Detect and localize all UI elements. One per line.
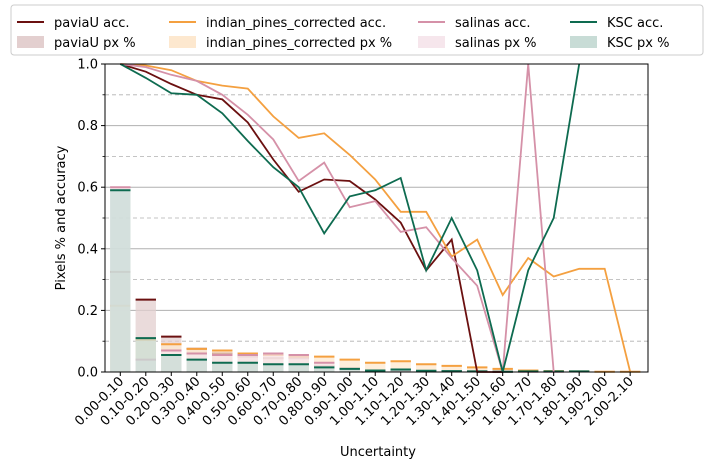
legend: paviaU acc. paviaU px % indian_pines_corre…	[10, 4, 704, 56]
bar-indian_pines_corrected-11	[390, 361, 411, 372]
bar-KSC-6	[263, 364, 284, 372]
legend-label-px-paviaU: paviaU px %	[54, 36, 136, 51]
bar-KSC-8	[314, 367, 335, 372]
bar-KSC-7	[288, 364, 309, 372]
y-tick-label: 0.6	[77, 181, 98, 196]
lines-layer	[119, 63, 632, 373]
bar-KSC-11	[390, 369, 411, 372]
legend-swatch-bar-paviaU	[17, 36, 44, 48]
y-tick-label: 1.0	[77, 58, 98, 73]
bar-KSC-5	[237, 362, 258, 372]
x-axis: 0.00-0.100.10-0.200.20-0.300.30-0.400.40…	[72, 372, 637, 429]
line-salinas	[120, 63, 555, 373]
bar-KSC-0	[110, 190, 131, 372]
legend-swatch-bar-KSC	[570, 36, 597, 48]
bar-KSC-3	[186, 359, 207, 372]
y-tick-label: 0.4	[77, 242, 98, 257]
legend-label-px-salinas: salinas px %	[455, 36, 537, 51]
bar-indian_pines_corrected-12	[416, 364, 437, 372]
y-tick-label: 0.0	[77, 366, 98, 381]
legend-label-acc-salinas: salinas acc.	[455, 16, 530, 31]
bar-KSC-2	[161, 355, 182, 372]
legend-label-acc-paviaU: paviaU acc.	[54, 16, 130, 31]
bar-KSC-4	[212, 362, 233, 372]
y-tick-label: 0.2	[77, 304, 98, 319]
bar-KSC-9	[339, 368, 360, 372]
legend-label-acc-indian_pines_corrected: indian_pines_corrected acc.	[206, 16, 386, 31]
bar-indian_pines_corrected-10	[365, 362, 386, 372]
legend-swatch-bar-salinas	[418, 36, 445, 48]
y-axis-label: Pixels % and accuracy	[54, 145, 69, 290]
bar-indian_pines_corrected-13	[441, 365, 462, 372]
bar-KSC-1	[135, 338, 156, 372]
legend-label-px-indian_pines_corrected: indian_pines_corrected px %	[206, 36, 392, 51]
grid-lines	[105, 94, 648, 342]
plot-frame	[104, 63, 649, 373]
legend-swatch-bar-indian_pines_corrected	[169, 36, 196, 48]
legend-label-acc-KSC: KSC acc.	[607, 16, 663, 31]
x-axis-label: Uncertainty	[340, 445, 416, 460]
y-tick-label: 0.8	[77, 119, 98, 134]
y-axis: 0.0 0.2 0.4 0.6 0.8 1.0	[77, 58, 105, 381]
legend-label-px-KSC: KSC px %	[607, 36, 669, 51]
line-paviaU	[120, 63, 503, 373]
